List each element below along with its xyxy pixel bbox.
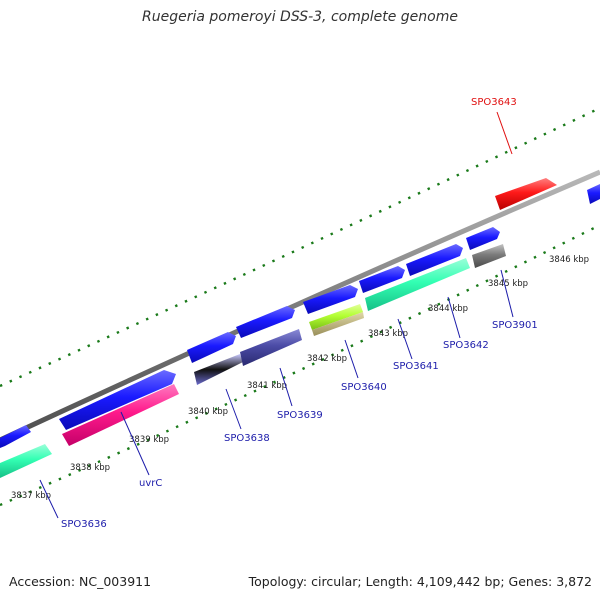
kbp-label: 3837 kbp [11,491,51,501]
forward-gene-9 [587,184,600,204]
kbp-label: 3842 kbp [307,354,347,364]
gene-label-spo3641[interactable]: SPO3641 [393,361,439,372]
map-title: Ruegeria pomeroyi DSS-3, complete genome [142,9,458,25]
forward-gene-6 [359,266,405,293]
forward-gene-2 [59,370,176,430]
genome-summary-text: Topology: circular; Length: 4,109,442 bp… [248,574,592,589]
forward-gene-3 [187,332,236,363]
forward-gene-7 [406,244,463,276]
leader-lines [39,111,514,519]
kbp-label: 3845 kbp [488,279,528,289]
gene-label-spo3639[interactable]: SPO3639 [277,410,323,421]
gene-spo3638[interactable] [194,354,243,385]
gene-label-spo3901[interactable]: SPO3901 [492,320,538,331]
gene-spo3642[interactable] [365,258,470,311]
kbp-label: 3840 kbp [188,407,228,417]
gene-label-spo3640[interactable]: SPO3640 [341,382,387,393]
forward-gene-1 [0,425,31,448]
gene-spo3636[interactable] [0,444,52,478]
forward-gene-4 [236,306,295,338]
forward-gene-5 [303,285,358,314]
kbp-scale: 3837 kbp 3838 kbp 3839 kbp 3840 kbp 3841… [11,255,589,501]
accession-text: Accession: NC_003911 [9,574,152,589]
gene-label-spo3643[interactable]: SPO3643 [471,97,517,108]
gene-label-spo3636[interactable]: SPO3636 [61,519,107,530]
gene-spo3643[interactable] [495,178,557,210]
forward-gene-8 [466,227,500,250]
gene-spo3901[interactable] [472,244,506,268]
gene-uvrc[interactable] [62,384,179,446]
gene-label-spo3638[interactable]: SPO3638 [224,433,270,444]
kbp-label: 3841 kbp [247,381,287,391]
kbp-label: 3843 kbp [368,329,408,339]
kbp-label: 3838 kbp [70,463,110,473]
gene-spo3640[interactable] [309,304,363,330]
gene-label-spo3642[interactable]: SPO3642 [443,340,489,351]
kbp-label: 3846 kbp [549,255,589,265]
gene-label-uvrc[interactable]: uvrC [139,478,162,489]
kbp-label: 3839 kbp [129,435,169,445]
gene-spo3640-tail [312,312,364,336]
genome-backbone [0,169,600,443]
gene-spo3639[interactable] [240,329,302,366]
inner-tick-ring [0,223,600,507]
kbp-label: 3844 kbp [428,304,468,314]
